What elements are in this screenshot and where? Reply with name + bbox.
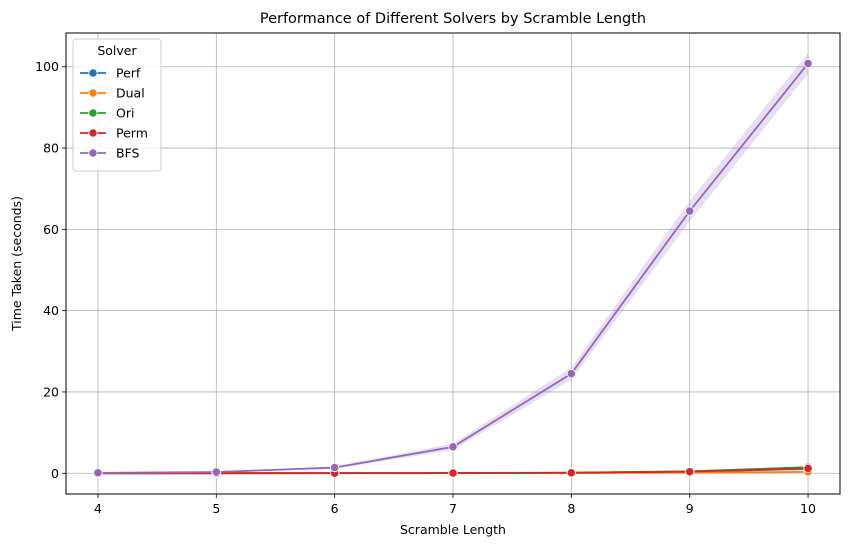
y-tick-label: 80 [43, 141, 59, 156]
legend-marker [88, 128, 98, 138]
data-point-bfs [566, 369, 576, 379]
legend-label: Perm [116, 126, 148, 141]
x-axis-label: Scramble Length [400, 522, 506, 537]
data-point-perm [566, 468, 576, 478]
data-point-bfs [330, 462, 340, 473]
x-axis: 4 5 6 7 8 9 10 [94, 494, 816, 516]
data-point-perm [803, 463, 813, 473]
x-tick-label: 7 [449, 501, 457, 516]
chart-title: Performance of Different Solvers by Scra… [260, 11, 646, 27]
y-axis-label: Time Taken (seconds) [9, 196, 24, 332]
data-point-bfs [211, 467, 221, 477]
data-point-perm [448, 468, 458, 478]
series-markers [93, 58, 813, 478]
x-tick-label: 8 [567, 501, 575, 516]
x-tick-label: 5 [212, 501, 220, 516]
x-tick-label: 10 [800, 501, 816, 516]
legend-title: Solver [97, 43, 137, 58]
data-point-bfs [93, 468, 103, 478]
y-tick-label: 100 [35, 59, 59, 74]
y-axis: 0 20 40 60 80 100 [35, 59, 66, 481]
legend: Solver Perf Dual Ori Perm BFS [72, 38, 162, 172]
x-tick-label: 6 [331, 501, 339, 516]
legend-item-ori: Ori [80, 106, 134, 121]
legend-marker [88, 88, 98, 98]
y-tick-label: 0 [51, 466, 59, 481]
y-tick-label: 20 [43, 384, 59, 399]
legend-label: Dual [116, 86, 145, 101]
legend-label: Ori [116, 106, 134, 121]
data-point-bfs [448, 442, 458, 452]
data-point-bfs [685, 206, 695, 216]
y-tick-label: 40 [43, 303, 59, 318]
legend-item-perm: Perm [80, 126, 148, 141]
x-tick-label: 4 [94, 501, 102, 516]
y-tick-label: 60 [43, 222, 59, 237]
legend-item-dual: Dual [80, 86, 145, 101]
data-point-perm [685, 467, 695, 477]
legend-label: Perf [116, 66, 141, 81]
legend-label: BFS [116, 146, 140, 161]
legend-item-perf: Perf [80, 66, 141, 81]
legend-item-bfs: BFS [80, 146, 140, 161]
legend-marker [88, 68, 98, 78]
legend-marker [88, 148, 98, 158]
x-tick-label: 9 [686, 501, 694, 516]
grid [66, 33, 840, 494]
legend-marker [88, 108, 98, 118]
data-point-bfs [803, 58, 813, 69]
